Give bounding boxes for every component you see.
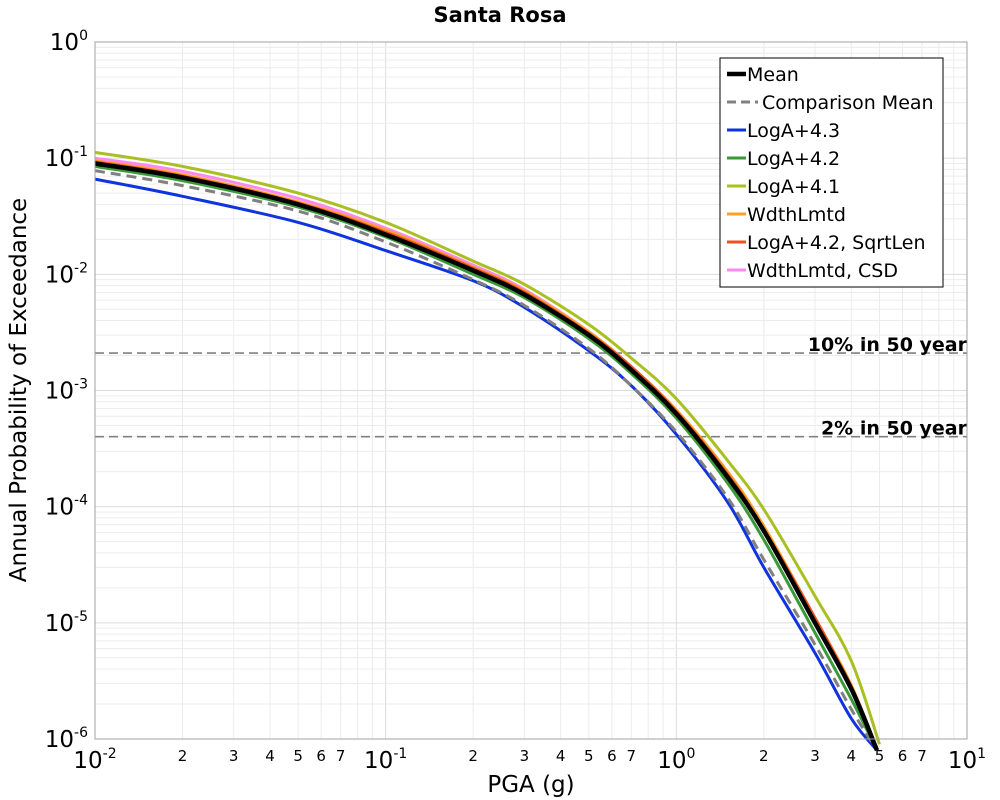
x-minor-tick-label: 4	[556, 747, 566, 765]
y-major-tick-label: 10-5	[45, 609, 88, 637]
reference-lines: 10% in 50 year 2% in 50 year	[95, 334, 968, 440]
x-minor-tick-label: 7	[336, 747, 346, 765]
plot-frame	[94, 41, 968, 740]
x-major-tick-label: 10-2	[73, 746, 116, 774]
x-axis-label: PGA (g)	[487, 772, 574, 798]
y-axis-label: Annual Probability of Exceedance	[6, 198, 32, 582]
x-major-tick-label: 100	[657, 746, 695, 774]
x-minor-tick-label: 7	[627, 747, 637, 765]
chart-title: Santa Rosa	[433, 3, 566, 27]
legend-label: LogA+4.2	[747, 148, 840, 170]
x-minor-tick-label: 6	[607, 747, 617, 765]
y-major-tick-label: 10-4	[45, 493, 88, 521]
y-major-tick-label: 10-2	[45, 260, 88, 288]
legend-label: LogA+4.2, SqrtLen	[747, 232, 926, 254]
x-minor-tick-label: 3	[810, 747, 820, 765]
x-minor-tick-label: 4	[265, 747, 275, 765]
y-axis-ticks: 100 10-1 10-2 10-3 10-4 10-5 10-6	[45, 28, 88, 753]
x-minor-tick-label: 4	[847, 747, 857, 765]
x-major-tick-label: 10-1	[364, 746, 407, 774]
series-line-comparison-mean	[94, 169, 879, 752]
series-line-mean	[94, 161, 880, 752]
legend-label: WdthLmtd	[747, 204, 846, 226]
reference-line-label: 10% in 50 year	[808, 334, 968, 356]
y-major-tick-label: 10-1	[45, 144, 88, 172]
x-minor-tick-label: 3	[229, 747, 239, 765]
y-major-tick-label: 10-3	[45, 377, 88, 405]
legend-label: Comparison Mean	[762, 92, 934, 114]
y-major-tick-label: 100	[50, 28, 88, 56]
x-minor-tick-label: 3	[520, 747, 530, 765]
series-line-loga-4-1	[94, 150, 881, 745]
x-minor-tick-label: 7	[917, 747, 927, 765]
legend-label: LogA+4.1	[747, 176, 840, 198]
x-minor-tick-label: 2	[759, 747, 769, 765]
x-minor-tick-label: 6	[898, 747, 908, 765]
legend-label: LogA+4.3	[747, 120, 840, 142]
x-minor-tick-label: 5	[293, 747, 303, 765]
y-major-tick-label: 10-6	[45, 725, 88, 753]
x-minor-tick-label: 5	[584, 747, 594, 765]
legend-box	[719, 57, 944, 288]
reference-line-label: 2% in 50 year	[821, 418, 968, 440]
series-layer	[94, 150, 881, 752]
legend: Mean Comparison Mean LogA+4.3 LogA+4.2 LogA+…	[719, 57, 944, 288]
x-minor-tick-label: 2	[468, 747, 478, 765]
grid-lines	[94, 42, 967, 740]
x-minor-tick-label: 2	[178, 747, 188, 765]
x-minor-tick-label: 5	[875, 747, 885, 765]
legend-label: WdthLmtd, CSD	[747, 260, 898, 282]
x-minor-tick-label: 6	[316, 747, 326, 765]
legend-label: Mean	[747, 64, 799, 86]
x-major-tick-label: 101	[948, 746, 986, 774]
series-line-loga-4-2	[94, 164, 879, 751]
